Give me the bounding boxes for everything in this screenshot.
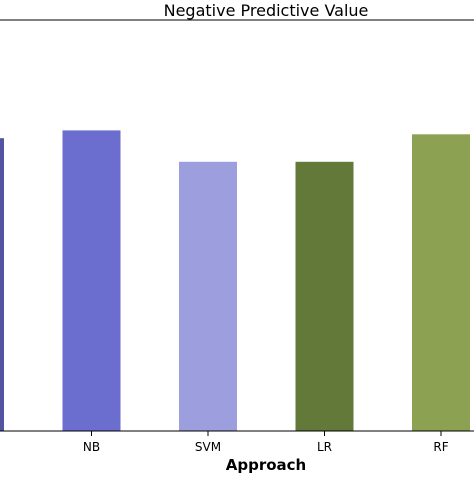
- bar-lr: [295, 161, 354, 432]
- chart-title: Negative Predictive Value: [164, 1, 369, 20]
- bar-rf: [412, 134, 470, 432]
- bar-nb: [62, 130, 121, 431]
- x-tick-label-svm: SVM: [195, 440, 221, 454]
- x-tick-label-rf: RF: [433, 440, 448, 454]
- x-tick-label-nb: NB: [83, 440, 100, 454]
- x-axis-label: Approach: [226, 456, 306, 474]
- x-tick-label-lr: LR: [317, 440, 332, 454]
- ticks-layer: NB SVM LR RF: [83, 431, 449, 454]
- bars-layer: [0, 130, 470, 432]
- bar-first: [0, 138, 4, 431]
- bar-svm: [179, 161, 237, 432]
